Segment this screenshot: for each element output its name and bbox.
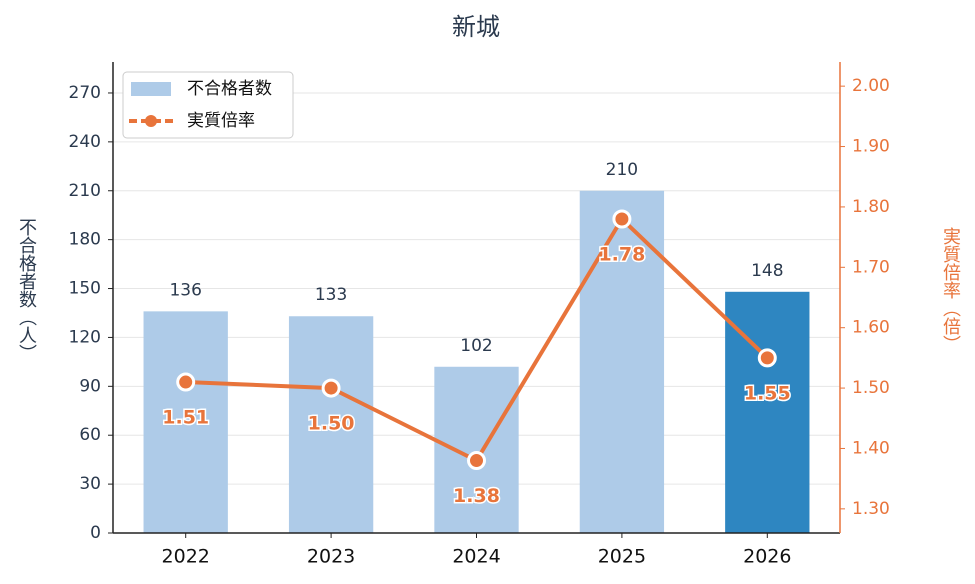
- y2-axis-label: 実質倍率（倍）: [940, 227, 961, 353]
- x-tick-label: 2023: [307, 546, 355, 568]
- line-marker: [321, 378, 341, 398]
- x-tick-label: 2026: [743, 546, 791, 568]
- legend-label: 実質倍率: [187, 111, 255, 131]
- y-tick-label: 240: [69, 132, 101, 152]
- bar: [288, 316, 374, 533]
- y2-tick-label: 2.00: [852, 76, 890, 96]
- y-tick-label: 0: [90, 523, 101, 543]
- y2-tick-label: 1.30: [852, 499, 890, 519]
- y-tick-label: 180: [69, 230, 101, 250]
- line-value-label: 1.50: [308, 413, 355, 435]
- x-tick-label: 2022: [162, 546, 210, 568]
- line-marker: [467, 451, 486, 471]
- line-value-label: 1.78: [598, 244, 645, 266]
- line-value-label: 1.38: [453, 485, 500, 507]
- y2-tick-label: 1.50: [852, 378, 890, 398]
- legend-label: 不合格者数: [187, 79, 272, 99]
- legend-swatch: [131, 82, 171, 96]
- bar-value-label: 133: [315, 285, 347, 305]
- bar-value-label: 210: [606, 160, 638, 180]
- line-marker: [612, 209, 632, 229]
- bar-value-label: 136: [169, 280, 201, 300]
- x-tick-label: 2025: [598, 546, 646, 568]
- y-tick-label: 270: [69, 83, 101, 103]
- line-marker: [176, 372, 196, 392]
- y-axis-label: 不合格者数（人）: [16, 218, 37, 362]
- y2-tick-label: 1.70: [852, 257, 890, 277]
- y-tick-label: 150: [69, 279, 101, 299]
- y-tick-label: 90: [79, 376, 101, 396]
- bar: [143, 311, 228, 533]
- line-value-label: 1.55: [744, 382, 791, 404]
- y-tick-label: 30: [79, 474, 101, 494]
- bar: [579, 190, 665, 534]
- line-marker: [757, 348, 777, 368]
- y-tick-label: 60: [79, 425, 101, 445]
- chart-title: 新城: [452, 13, 500, 41]
- y2-tick-label: 1.60: [852, 318, 890, 338]
- bar-value-label: 148: [751, 261, 783, 281]
- y2-tick-label: 1.80: [852, 197, 890, 217]
- bar: [434, 366, 519, 533]
- legend-marker: [145, 115, 157, 127]
- bar-value-label: 102: [460, 336, 492, 356]
- x-tick-label: 2024: [452, 546, 500, 568]
- y2-tick-label: 1.90: [852, 137, 890, 157]
- y-tick-label: 210: [69, 181, 101, 201]
- y-tick-label: 120: [69, 327, 101, 347]
- line-value-label: 1.51: [162, 407, 209, 429]
- y2-tick-label: 1.40: [852, 438, 890, 458]
